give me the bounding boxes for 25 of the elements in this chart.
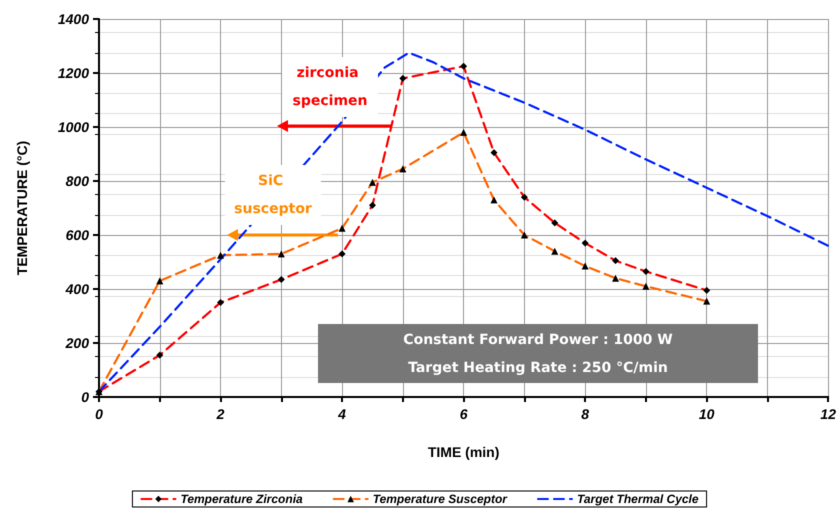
legend-label: Temperature Zirconia bbox=[180, 492, 304, 506]
annotation: zirconia specimen bbox=[292, 65, 368, 109]
y-tick-label: 1200 bbox=[58, 65, 90, 81]
x-tick-label: 2 bbox=[216, 406, 225, 422]
x-tick-label: 6 bbox=[460, 406, 468, 422]
y-axis-title: TEMPERATURE (°C) bbox=[14, 140, 30, 276]
note-panel: Constant Forward Power : 1000 W Target Heating Rate : 250 °C/min bbox=[318, 324, 758, 383]
x-tick-label: 8 bbox=[581, 406, 590, 422]
annotation: SiC susceptor bbox=[234, 173, 312, 217]
y-tick-label: 1400 bbox=[58, 11, 90, 27]
y-tick-label: 400 bbox=[64, 281, 90, 297]
legend-label: Temperature Susceptor bbox=[372, 492, 508, 506]
y-tick-label: 1000 bbox=[58, 119, 90, 135]
annotation: Constant Forward Power : 1000 W bbox=[402, 330, 674, 350]
x-tick-label: 12 bbox=[820, 406, 836, 422]
x-tick-label: 10 bbox=[698, 406, 715, 422]
y-tick-label: 0 bbox=[81, 389, 90, 405]
y-tick-label: 600 bbox=[66, 227, 90, 243]
y-tick-label: 200 bbox=[64, 335, 90, 351]
legend-label: Target Thermal Cycle bbox=[576, 492, 699, 506]
x-tick-label: 0 bbox=[95, 406, 104, 422]
x-tick-label: 4 bbox=[337, 406, 346, 422]
x-axis-title: TIME (min) bbox=[428, 444, 500, 460]
annotation: Target Heating Rate : 250 °C/min bbox=[407, 358, 669, 378]
y-tick-label: 800 bbox=[66, 173, 90, 189]
